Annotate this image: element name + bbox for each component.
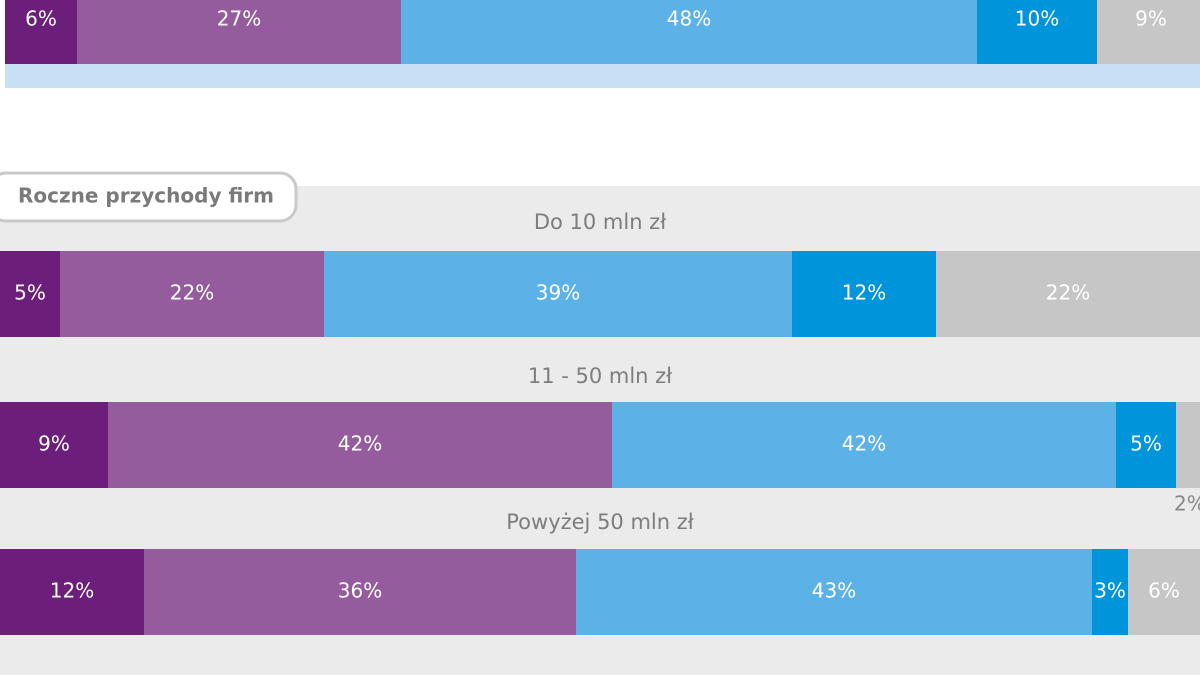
bar-segment <box>324 251 792 337</box>
value-label: 42% <box>338 432 382 456</box>
value-label: 10% <box>1015 7 1059 31</box>
bar-segment <box>77 0 401 64</box>
bar-segment <box>1092 549 1128 635</box>
bar-segment <box>60 251 324 337</box>
section-badge <box>0 171 298 223</box>
bar-segment <box>977 0 1097 64</box>
bar-segment <box>1097 0 1200 64</box>
bar-segment <box>0 251 60 337</box>
section-title: Roczne przychody firm <box>18 184 274 208</box>
value-label: 3% <box>1094 579 1126 603</box>
value-label: 6% <box>1148 579 1180 603</box>
category-label: Powyżej 50 mln zł <box>506 510 694 534</box>
value-label: 9% <box>1135 7 1167 31</box>
value-label: 22% <box>1046 281 1090 305</box>
value-label: 12% <box>50 579 94 603</box>
bar-segment <box>612 402 1116 488</box>
value-label: 36% <box>338 579 382 603</box>
bar-segment <box>1116 402 1176 488</box>
bar-segment <box>108 402 612 488</box>
value-label: 12% <box>842 281 886 305</box>
value-label: 43% <box>812 579 856 603</box>
value-label: 27% <box>217 7 261 31</box>
bar-segment <box>5 0 77 64</box>
value-label: 2% <box>1174 492 1200 516</box>
value-label: 5% <box>1130 432 1162 456</box>
bar-segment <box>936 251 1200 337</box>
bar-segment <box>401 0 977 64</box>
category-label: Do 10 mln zł <box>534 210 666 234</box>
value-label: 6% <box>25 7 57 31</box>
value-label: 48% <box>667 7 711 31</box>
top-strip <box>5 64 1200 88</box>
value-label: 42% <box>842 432 886 456</box>
bar-segment <box>0 402 108 488</box>
bar-segment <box>0 549 144 635</box>
bar-segment <box>792 251 936 337</box>
value-label: 9% <box>38 432 70 456</box>
bar-segment <box>1176 402 1200 488</box>
value-label: 5% <box>14 281 46 305</box>
bar-segment <box>144 549 576 635</box>
value-label: 22% <box>170 281 214 305</box>
value-label: 39% <box>536 281 580 305</box>
bar-segment <box>576 549 1092 635</box>
bar-segment <box>1128 549 1200 635</box>
category-label: 11 - 50 mln zł <box>528 364 672 388</box>
